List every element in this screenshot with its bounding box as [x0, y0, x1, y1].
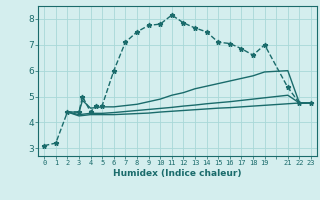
X-axis label: Humidex (Indice chaleur): Humidex (Indice chaleur)	[113, 169, 242, 178]
